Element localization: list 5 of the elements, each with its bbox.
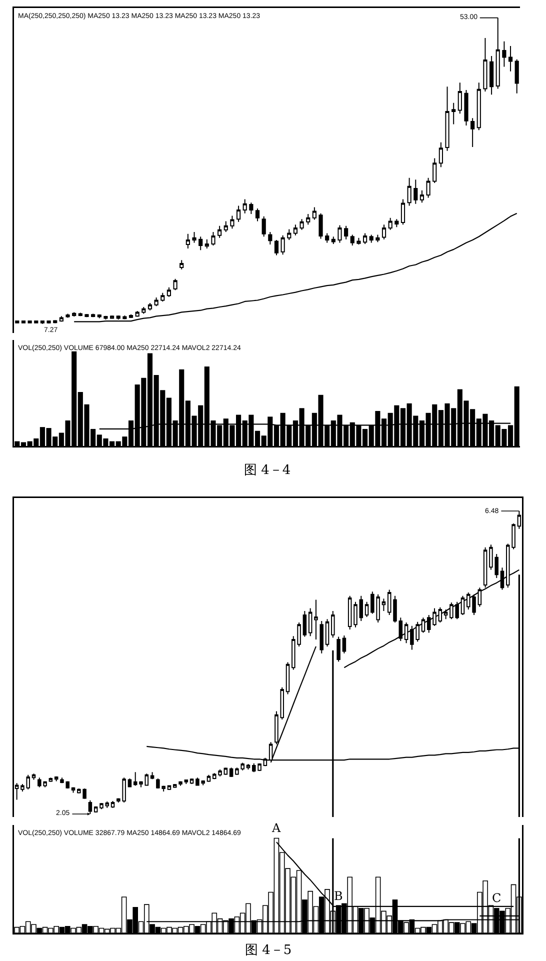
- text: A: [271, 821, 281, 835]
- caption: 图 4－5: [245, 943, 292, 958]
- annotation: B: [334, 889, 343, 903]
- caption: 图 4－4: [244, 463, 291, 478]
- annotation: C: [492, 891, 502, 905]
